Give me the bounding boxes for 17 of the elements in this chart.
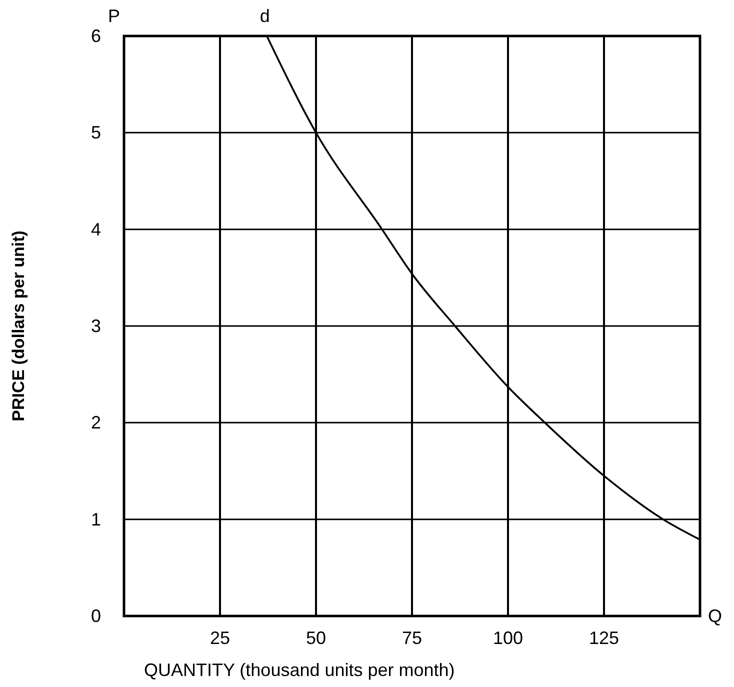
y-tick-label: 6 [90, 26, 102, 46]
y-axis-title: PRICE (dollars per unit) [9, 230, 28, 422]
x-tick-label: 125 [588, 628, 620, 648]
y-tick-label: 5 [90, 122, 102, 143]
x-tick-label: 50 [306, 628, 326, 648]
text: P [108, 6, 120, 26]
y-tick-label: 3 [90, 316, 102, 336]
x-tick-label: 25 [210, 628, 230, 648]
annotation: d [260, 6, 270, 26]
y-tick-label: 2 [90, 412, 102, 433]
y-tick-label: 4 [90, 219, 102, 240]
y-tick-label: 1 [90, 509, 102, 530]
text: Q [708, 606, 722, 626]
y-tick-label: 0 [90, 606, 102, 626]
x-tick-label: 100 [492, 628, 524, 648]
x-axis-title: QUANTITY (thousand units per month) [144, 660, 455, 680]
x-tick-label: 75 [402, 628, 422, 648]
